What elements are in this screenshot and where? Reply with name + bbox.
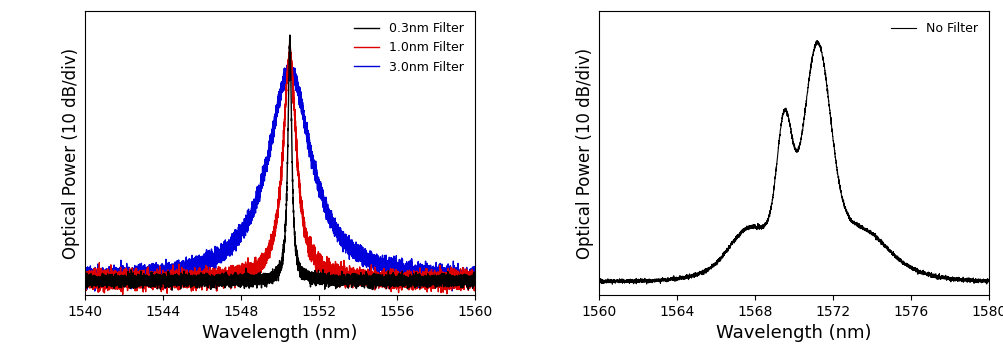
No Filter <box>970 280 982 284</box>
0.3nm Filter <box>79 278 91 282</box>
1.0nm Filter <box>283 42 295 47</box>
X-axis label: Wavelength (nm): Wavelength (nm) <box>716 324 871 342</box>
0.3nm Filter <box>284 33 296 37</box>
X-axis label: Wavelength (nm): Wavelength (nm) <box>203 324 357 342</box>
0.3nm Filter <box>98 275 110 280</box>
3.0nm Filter <box>468 270 480 274</box>
1.0nm Filter <box>116 292 128 297</box>
Line: 1.0nm Filter: 1.0nm Filter <box>85 45 474 294</box>
Line: 3.0nm Filter: 3.0nm Filter <box>85 62 474 291</box>
1.0nm Filter <box>98 282 110 287</box>
No Filter <box>777 107 789 112</box>
No Filter <box>759 222 771 226</box>
0.3nm Filter <box>368 278 380 283</box>
3.0nm Filter <box>368 254 380 258</box>
No Filter <box>982 278 994 282</box>
1.0nm Filter <box>368 283 380 288</box>
0.3nm Filter <box>310 279 322 283</box>
Y-axis label: Optical Power (10 dB/div): Optical Power (10 dB/div) <box>576 48 594 258</box>
Y-axis label: Optical Power (10 dB/div): Optical Power (10 dB/div) <box>62 48 79 258</box>
No Filter <box>951 279 963 283</box>
Line: 0.3nm Filter: 0.3nm Filter <box>85 35 474 290</box>
1.0nm Filter <box>79 280 91 284</box>
3.0nm Filter <box>88 289 100 293</box>
No Filter <box>593 281 605 285</box>
No Filter <box>810 39 822 43</box>
3.0nm Filter <box>310 174 322 178</box>
1.0nm Filter <box>468 279 480 284</box>
Legend: 0.3nm Filter, 1.0nm Filter, 3.0nm Filter: 0.3nm Filter, 1.0nm Filter, 3.0nm Filter <box>348 17 468 78</box>
3.0nm Filter <box>220 245 232 249</box>
1.0nm Filter <box>220 274 232 278</box>
0.3nm Filter <box>165 288 178 292</box>
3.0nm Filter <box>327 224 339 228</box>
3.0nm Filter <box>285 60 297 64</box>
1.0nm Filter <box>388 278 400 282</box>
0.3nm Filter <box>468 279 480 283</box>
Line: No Filter: No Filter <box>599 41 988 284</box>
No Filter <box>606 282 618 286</box>
Legend: No Filter: No Filter <box>885 17 982 40</box>
3.0nm Filter <box>79 280 91 284</box>
0.3nm Filter <box>220 278 232 282</box>
No Filter <box>876 241 888 245</box>
3.0nm Filter <box>388 263 400 267</box>
No Filter <box>756 224 768 229</box>
3.0nm Filter <box>99 280 111 284</box>
1.0nm Filter <box>310 257 322 262</box>
1.0nm Filter <box>327 276 339 281</box>
0.3nm Filter <box>327 277 339 281</box>
0.3nm Filter <box>388 278 400 282</box>
